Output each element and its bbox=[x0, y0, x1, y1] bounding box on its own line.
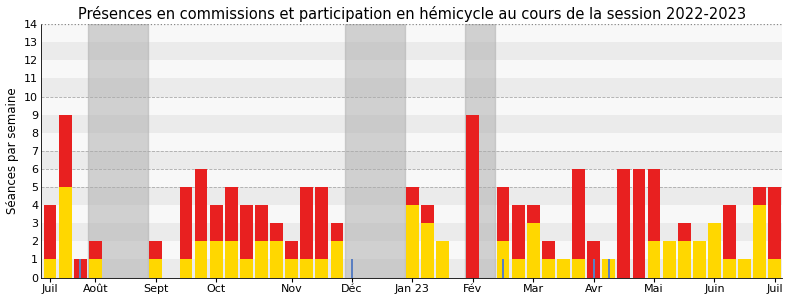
Bar bbox=[41, 78, 782, 97]
Bar bbox=[572, 260, 585, 278]
Bar bbox=[41, 60, 782, 78]
Bar bbox=[527, 223, 540, 278]
Bar bbox=[723, 260, 736, 278]
Bar bbox=[225, 187, 238, 278]
Bar bbox=[41, 24, 782, 42]
Bar bbox=[41, 169, 782, 187]
Bar bbox=[769, 187, 781, 278]
Bar bbox=[41, 223, 782, 241]
Bar bbox=[557, 260, 570, 278]
Y-axis label: Séances par semaine: Séances par semaine bbox=[6, 88, 18, 214]
Title: Présences en commissions et participation en hémicycle au cours de la session 20: Présences en commissions et participatio… bbox=[77, 6, 746, 22]
Bar bbox=[648, 241, 660, 278]
Bar bbox=[769, 260, 781, 278]
Bar bbox=[41, 97, 782, 115]
Bar bbox=[436, 260, 449, 278]
Bar bbox=[406, 205, 419, 278]
Bar bbox=[708, 223, 720, 278]
Bar bbox=[58, 115, 72, 278]
Bar bbox=[465, 24, 495, 278]
Bar bbox=[754, 187, 766, 278]
Bar bbox=[738, 260, 751, 278]
Bar bbox=[300, 187, 313, 278]
Bar bbox=[41, 42, 782, 60]
Bar bbox=[502, 260, 504, 278]
Bar bbox=[58, 187, 72, 278]
Bar bbox=[194, 169, 208, 278]
Bar bbox=[209, 205, 223, 278]
Bar bbox=[592, 260, 595, 278]
Bar bbox=[693, 241, 705, 278]
Bar bbox=[255, 241, 268, 278]
Bar bbox=[587, 241, 600, 278]
Bar bbox=[41, 133, 782, 151]
Bar bbox=[149, 241, 162, 278]
Bar bbox=[41, 205, 782, 223]
Bar bbox=[43, 260, 57, 278]
Bar bbox=[602, 260, 615, 278]
Bar bbox=[497, 241, 510, 278]
Bar bbox=[300, 260, 313, 278]
Bar bbox=[754, 205, 766, 278]
Bar bbox=[738, 260, 751, 278]
Bar bbox=[88, 24, 149, 278]
Bar bbox=[73, 260, 87, 278]
Bar bbox=[41, 187, 782, 205]
Bar bbox=[240, 260, 253, 278]
Bar bbox=[542, 241, 555, 278]
Bar bbox=[179, 187, 193, 278]
Bar bbox=[89, 241, 102, 278]
Bar bbox=[41, 115, 782, 133]
Bar bbox=[527, 205, 540, 278]
Bar bbox=[421, 223, 434, 278]
Bar bbox=[542, 260, 555, 278]
Bar bbox=[209, 241, 223, 278]
Bar bbox=[43, 205, 57, 278]
Bar bbox=[602, 260, 615, 278]
Bar bbox=[285, 241, 298, 278]
Bar bbox=[466, 115, 480, 278]
Bar bbox=[436, 241, 449, 278]
Bar bbox=[315, 260, 329, 278]
Bar bbox=[608, 260, 610, 278]
Bar bbox=[225, 241, 238, 278]
Bar bbox=[663, 241, 675, 278]
Bar bbox=[255, 205, 268, 278]
Bar bbox=[678, 241, 690, 278]
Bar bbox=[315, 187, 329, 278]
Bar bbox=[79, 260, 81, 278]
Bar bbox=[663, 241, 675, 278]
Bar bbox=[330, 223, 344, 278]
Bar bbox=[633, 169, 645, 278]
Bar bbox=[89, 260, 102, 278]
Bar bbox=[648, 169, 660, 278]
Bar bbox=[512, 260, 525, 278]
Bar bbox=[41, 260, 782, 278]
Bar bbox=[330, 241, 344, 278]
Bar bbox=[270, 223, 283, 278]
Bar bbox=[41, 241, 782, 260]
Bar bbox=[708, 223, 720, 278]
Bar bbox=[285, 260, 298, 278]
Bar bbox=[179, 260, 193, 278]
Bar bbox=[512, 205, 525, 278]
Bar bbox=[41, 151, 782, 169]
Bar bbox=[406, 187, 419, 278]
Bar bbox=[270, 241, 283, 278]
Bar bbox=[351, 260, 353, 278]
Bar bbox=[572, 169, 585, 278]
Bar bbox=[618, 169, 630, 278]
Bar bbox=[149, 260, 162, 278]
Bar bbox=[557, 260, 570, 278]
Bar bbox=[723, 205, 736, 278]
Bar bbox=[344, 24, 405, 278]
Bar bbox=[497, 187, 510, 278]
Bar bbox=[240, 205, 253, 278]
Bar bbox=[678, 223, 690, 278]
Bar bbox=[194, 241, 208, 278]
Bar bbox=[421, 205, 434, 278]
